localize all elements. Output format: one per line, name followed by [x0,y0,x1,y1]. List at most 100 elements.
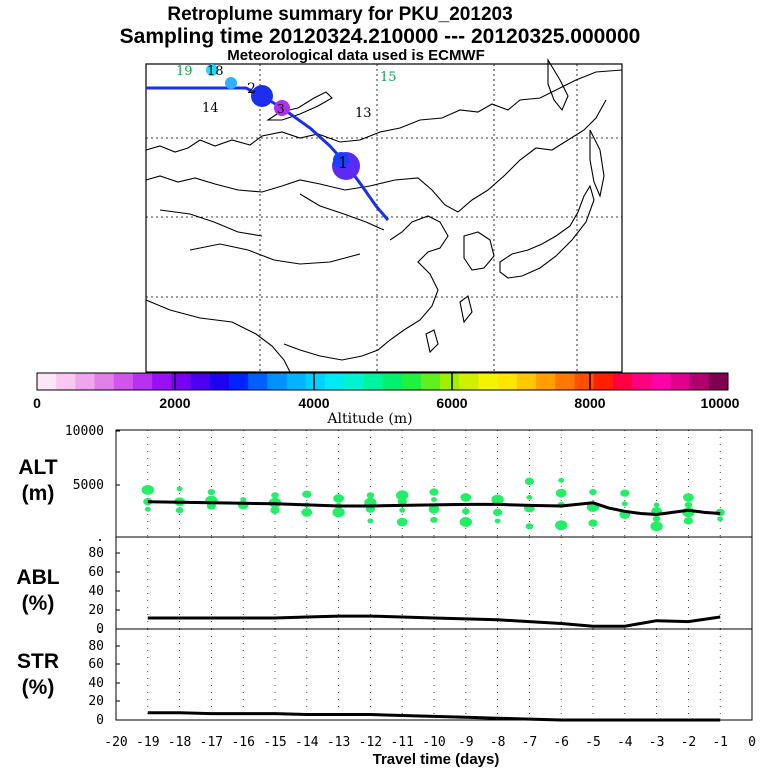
colorbar-tick: 6000 [436,395,467,411]
day-label: 19 [176,64,193,79]
panel-label: (m) [22,482,55,505]
scatter-point [494,518,501,524]
panel-label: ABL [16,566,59,589]
x-tick-label: -2 [681,735,697,750]
scatter-point [524,477,535,486]
scatter-point [653,502,660,508]
x-tick-label: -3 [649,735,665,750]
x-axis-label: Travel time (days) [373,751,500,768]
scatter-point [652,515,661,522]
y-tick-label: 80 [88,639,104,654]
day-label: 15 [380,70,397,85]
colorbar-tick: 10000 [701,395,740,411]
colorbar-segment [708,373,729,390]
series-line [147,614,721,628]
panel-label: ALT [18,456,57,479]
scatter-point [301,508,313,517]
scatter-point [429,488,439,496]
colorbar-segment [286,373,307,390]
x-tick-label: -19 [136,735,159,750]
day-label: 1 [338,153,348,172]
day-label: 13 [355,106,372,121]
scatter-point [431,497,437,502]
colorbar-ticks: 0 2000 4000 6000 8000 10000 [33,395,740,411]
day-label: 3 [277,102,285,116]
colorbar-label: Altitude (m) [326,411,412,427]
map-grid [146,64,622,372]
colorbar-segment [152,373,172,390]
x-tick-label: -12 [359,735,382,750]
scatter-point [462,508,470,515]
day-marker [225,77,237,89]
colorbar-segment [536,373,556,390]
scatter-point [620,489,630,497]
scatter-point [141,484,154,495]
scatter-point [650,521,663,532]
scatter-point [525,523,534,530]
x-tick-label: -6 [553,735,569,750]
x-tick-label: -13 [327,735,350,750]
scatter-point [207,489,216,496]
scatter-point [175,507,184,514]
x-tick-label: -14 [295,735,319,750]
x-tick-label: -5 [585,735,601,750]
scatter-point [589,489,597,496]
x-tick-label: -7 [522,735,538,750]
colorbar-segment [363,373,383,390]
colorbar-segment [401,373,422,390]
colorbar-tick: 2000 [159,395,190,411]
scatter-point [396,517,408,527]
colorbar-segment [440,373,460,390]
y-tick-label: . [96,622,104,637]
colorbar-frame [36,372,729,391]
scatter-point [555,520,568,531]
colorbar-segment [612,373,633,390]
y-tick-label: 80 [88,546,104,561]
colorbar-segment [632,373,652,390]
panel-label: (%) [22,676,55,699]
y-tick-label: 10000 [65,424,104,439]
y-tick-label: 60 [88,565,104,580]
colorbar-segment [228,373,249,390]
title-line3: Meteorological data used is ECMWF [227,47,485,64]
colorbar-segment [190,373,211,390]
scatter-point [493,508,503,517]
colorbar-segment [555,373,575,390]
colorbar-segment [593,373,614,390]
colorbar-segment [209,373,230,390]
day-labels: 19 15 14 13 18 2 3 1 [176,64,397,172]
y-tick-label: 0 [96,713,104,728]
x-tick-label: -4 [617,735,633,750]
scatter-point [430,516,438,523]
colorbar-segment [305,373,326,390]
panel-abl: ABL (%) 80 60 40 20 0. [16,536,753,637]
scatter-point [460,493,472,502]
colorbar-segment [420,373,441,390]
day-marker [333,152,349,168]
scatter-point [588,519,598,527]
series-line [147,711,721,722]
day-label: 14 [202,101,219,116]
colorbar-segment [459,373,479,390]
y-tick-label: 20 [88,603,104,618]
colorbar-segment [478,373,499,390]
colorbar-segment [574,373,595,390]
y-tick-label: 40 [88,676,104,691]
scatter-point [555,488,567,498]
x-tick-label: -17 [200,735,223,750]
x-tick-label: -20 [104,735,127,750]
y-tick-label: 60 [88,657,104,672]
x-tick-label: -10 [422,735,445,750]
colorbar-tick: 0 [33,395,41,411]
colorbar-segment [132,373,153,390]
colorbar-segment [94,373,115,390]
scatter-point [621,501,628,507]
colorbar-segment [267,373,288,390]
title-line1: Retroplume summary for PKU_201203 [167,4,512,25]
colorbar-segment [37,373,57,390]
x-tick-label: -18 [168,735,191,750]
day-marker [274,100,290,116]
scatter-point [270,506,280,514]
y-tick-label: 5000 [73,478,104,493]
